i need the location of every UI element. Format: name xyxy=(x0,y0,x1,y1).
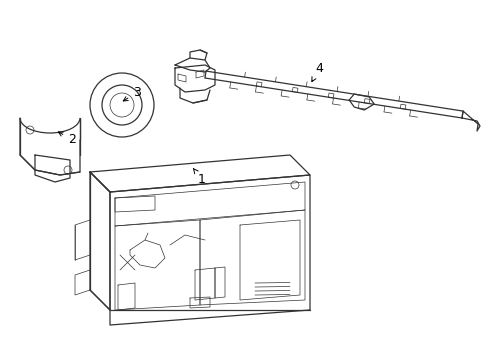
Text: 1: 1 xyxy=(194,168,206,186)
Text: 4: 4 xyxy=(312,62,323,82)
Text: 2: 2 xyxy=(58,132,76,146)
Text: 3: 3 xyxy=(123,86,141,101)
